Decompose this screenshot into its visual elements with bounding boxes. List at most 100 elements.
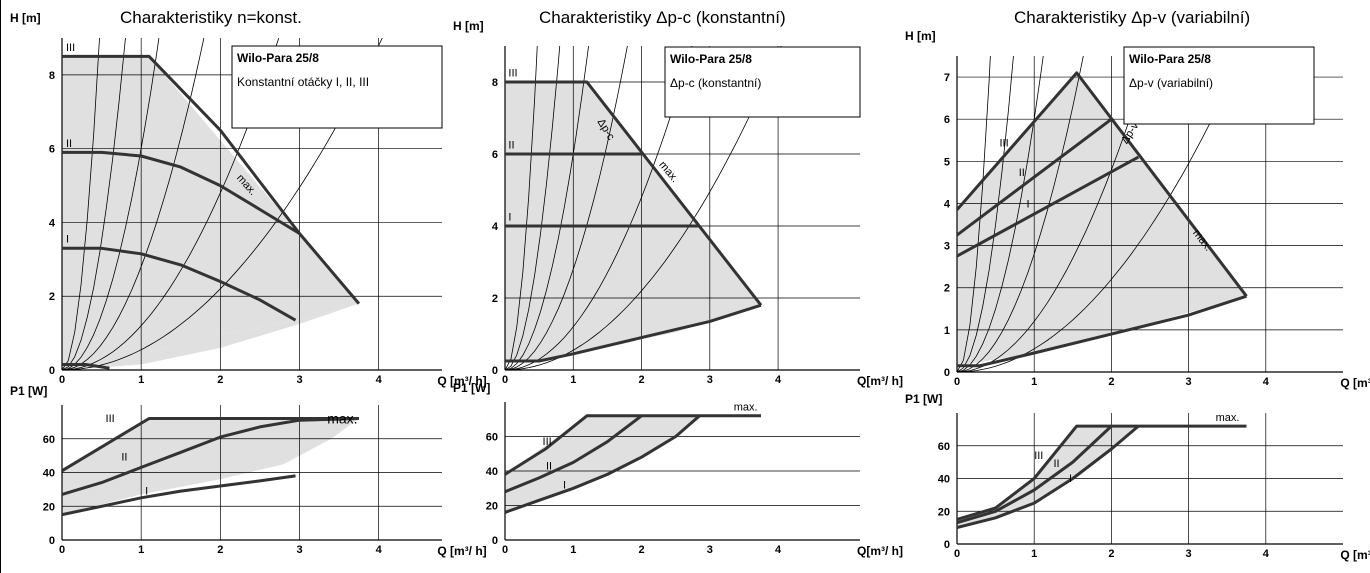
series-line-ii <box>505 414 643 494</box>
y-axis-label: P1 [W] <box>453 381 490 395</box>
legend-box-dpv: Wilo-Para 25/8 Δp-v (variabilní) <box>1123 46 1315 125</box>
operating-area <box>957 72 1247 366</box>
curve-label: II <box>546 460 552 472</box>
y-tick-label: 0 <box>492 535 498 547</box>
curve-label: III <box>1034 450 1043 462</box>
system-curve <box>505 46 628 370</box>
y-tick-label: 40 <box>938 474 950 486</box>
y-tick-label: 0 <box>944 539 950 551</box>
panel-title-nconst: Charakteristiky n=konst. <box>120 8 302 27</box>
x-tick-label: 2 <box>217 374 223 386</box>
legend-model: Wilo-Para 25/8 <box>237 51 319 65</box>
curve-label: I <box>1026 199 1029 211</box>
system-curve <box>62 38 383 370</box>
legend-box-frame <box>1123 46 1315 125</box>
series-line-ii <box>957 155 1140 258</box>
y-tick-label: 60 <box>43 434 55 446</box>
curve-label: III <box>106 413 115 425</box>
y-tick-label: 20 <box>938 506 950 518</box>
system-curve <box>957 56 1084 372</box>
y-tick-label: 2 <box>49 291 55 303</box>
system-curve <box>957 56 1151 372</box>
y-tick-label: 8 <box>49 70 55 82</box>
legend-box-dpc: Wilo-Para 25/8 Δp-c (konstantní) <box>664 46 861 118</box>
series-line-i <box>62 474 296 517</box>
y-tick-label: 6 <box>944 114 950 126</box>
series-line-iii <box>62 54 361 305</box>
curve-label: II <box>508 140 514 152</box>
x-tick-label: 3 <box>296 544 302 556</box>
x-tick-label: 1 <box>570 544 576 556</box>
curve-label: III <box>66 42 75 54</box>
y-tick-label: 4 <box>944 198 951 210</box>
x-tick-label: 3 <box>707 374 713 386</box>
series-line-max <box>957 71 1248 298</box>
curve-label: I <box>66 234 69 246</box>
x-axis-label: Q[m³/ h] <box>857 374 903 388</box>
x-tick-label: 0 <box>59 544 65 556</box>
curve-label: max. <box>327 411 357 427</box>
x-tick-label: 3 <box>707 544 713 556</box>
series-line-i <box>957 424 1140 530</box>
x-axis-label: Q [m³/ h] <box>1340 548 1370 562</box>
y-tick-label: 8 <box>492 77 498 89</box>
series-line-i <box>505 414 701 514</box>
x-tick-label: 4 <box>775 374 782 386</box>
x-axis-label: Q[m³/ h] <box>857 544 903 558</box>
x-tick-label: 1 <box>1031 376 1037 388</box>
x-tick-label: 4 <box>1263 548 1270 560</box>
series-line-min <box>957 294 1247 368</box>
curve-label: II <box>66 138 72 150</box>
system-curve <box>957 56 1044 372</box>
series-line-iii <box>957 424 1247 521</box>
curve-label: II <box>121 452 127 464</box>
series-line-min <box>62 363 110 370</box>
series-line-ii <box>62 150 301 235</box>
x-axis-label: Q [m³/ h] <box>1340 376 1370 390</box>
x-tick-label: 2 <box>638 544 644 556</box>
x-tick-label: 1 <box>138 374 144 386</box>
y-tick-label: 40 <box>486 466 498 478</box>
legend-model: Wilo-Para 25/8 <box>1129 52 1211 66</box>
curve-label: II <box>1054 458 1060 470</box>
series-line-iii <box>505 414 761 476</box>
legend-box-frame <box>231 45 443 129</box>
operating-area <box>505 82 761 361</box>
x-axis-label: Q [m³/ h] <box>437 544 486 558</box>
y-tick-label: 4 <box>49 217 56 229</box>
curve-label: max. <box>1216 412 1240 424</box>
x-tick-label: 4 <box>775 544 782 556</box>
curve-label: max. <box>734 402 758 414</box>
x-axis-label: Q [m³/ h] <box>437 374 486 388</box>
x-tick-label: 4 <box>376 544 383 556</box>
system-curve <box>62 38 160 370</box>
y-axis-label: H [m] <box>453 19 484 33</box>
y-tick-label: 6 <box>49 144 55 156</box>
x-tick-label: 1 <box>138 544 144 556</box>
series-line-ii <box>957 425 1113 525</box>
y-tick-label: 0 <box>49 365 55 377</box>
series-line-iii <box>62 417 359 473</box>
y-tick-label: 6 <box>492 149 498 161</box>
operating-area <box>957 426 1139 528</box>
curve-label: III <box>999 138 1008 150</box>
operating-area <box>62 56 359 365</box>
legend-mode: Konstantní otáčky I, II, III <box>237 75 369 89</box>
system-curve <box>505 46 589 370</box>
y-tick-label: 2 <box>944 283 950 295</box>
y-tick-label: 20 <box>486 501 498 513</box>
curve-label: I <box>1069 473 1072 485</box>
panel-title-dpc: Charakteristiky Δp-c (konstantní) <box>539 8 786 27</box>
curve-label: II <box>1019 167 1025 179</box>
y-axis-label: P1 [W] <box>10 384 47 398</box>
series-line-iii <box>505 80 763 307</box>
x-tick-label: 4 <box>376 374 383 386</box>
y-tick-label: 7 <box>944 72 950 84</box>
series-line-ii <box>62 417 359 496</box>
x-tick-label: 2 <box>1108 548 1114 560</box>
